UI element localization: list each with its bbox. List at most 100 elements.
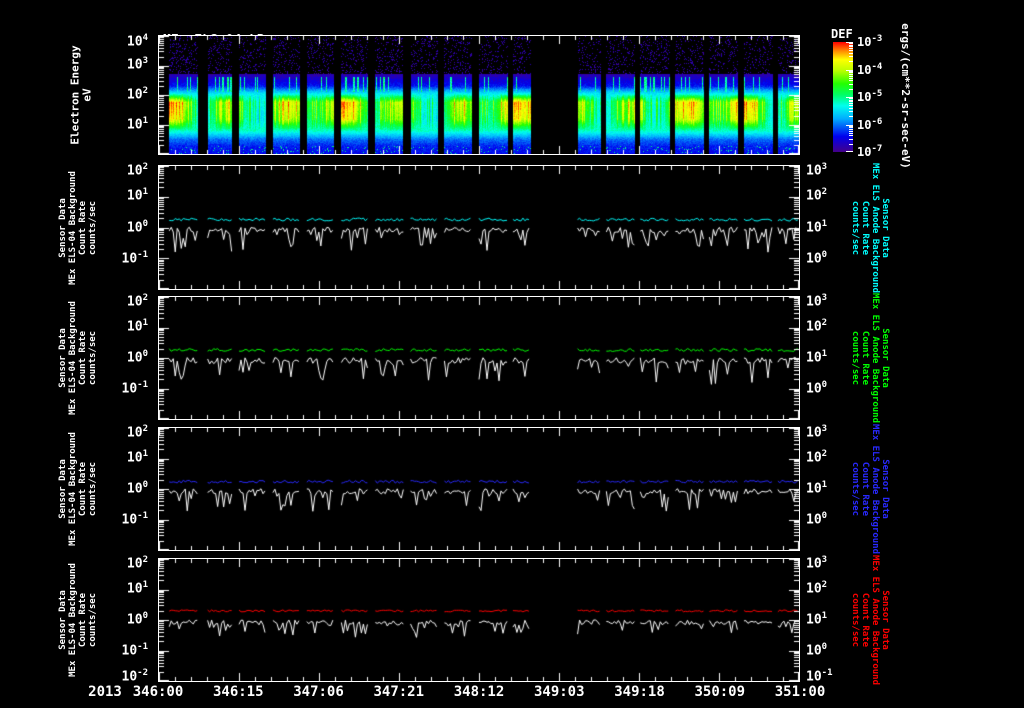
colorbar-minor-tick (849, 107, 853, 109)
line-panel-canvas-1 (159, 166, 799, 289)
spectrogram-panel (158, 35, 800, 155)
line-panel-left-tick-label: 100 (126, 611, 148, 628)
x-axis-tick-label: 346:15 (212, 684, 264, 700)
colorbar-minor-tick (849, 75, 853, 77)
line-panel-right-tick-label: 100 (806, 249, 828, 267)
colorbar-minor-tick (849, 130, 853, 132)
line-panel-right-tick-label: 100 (806, 642, 828, 659)
colorbar-minor-tick (849, 128, 853, 130)
line-panel-right-tick-label: 102 (806, 187, 828, 204)
line-panel-right-tick-label: 10-1 (806, 668, 833, 685)
line-panel-right-label-text: Sensor Data MEx ELS Anode Background Cou… (849, 554, 891, 686)
colorbar-minor-tick (849, 46, 853, 48)
colorbar (833, 42, 853, 152)
colorbar-minor-tick (849, 116, 853, 118)
line-panel-right-label-text: Sensor Data MEx ELS Anode Background Cou… (849, 162, 891, 293)
line-panel-right-tick-label: 103 (806, 555, 828, 572)
line-panel-left-tick-label: 10-1 (121, 511, 149, 528)
line-panel-right-label-text: Sensor Data MEx ELS Anode Background Cou… (849, 423, 891, 555)
line-panel-left-label-text: Sensor Data MEx ELS-04 Background Count … (57, 301, 99, 415)
line-panel-left-tick-label: 101 (126, 580, 148, 597)
line-panel-left-tick-label: 102 (126, 555, 148, 572)
colorbar-major-tick (846, 42, 853, 43)
line-panel-right-label-text: Sensor Data MEx ELS Anode Background Cou… (849, 292, 891, 424)
line-panel-canvas-2 (159, 297, 799, 419)
x-axis-tick-label: 347:21 (373, 684, 425, 700)
colorbar-major-tick (846, 124, 853, 126)
colorbar-tick-label: 10-6 (857, 116, 883, 132)
colorbar-minor-tick (849, 127, 853, 129)
colorbar-tick-label: 10-4 (857, 61, 883, 77)
line-panel-left-tick-label: 100 (126, 349, 148, 366)
line-panel-left-tick-label: 102 (126, 424, 148, 441)
colorbar-minor-tick (849, 138, 853, 140)
colorbar-title: DEF (831, 27, 853, 41)
colorbar-minor-tick (849, 50, 853, 52)
line-panel-left-tick-label: 101 (126, 449, 148, 466)
line-panel-right-tick-label: 100 (806, 511, 828, 528)
x-axis-tick-label: 349:03 (533, 684, 585, 700)
colorbar-minor-tick (849, 56, 853, 58)
colorbar-minor-tick (849, 52, 853, 54)
line-panel-right-tick-label: 103 (806, 424, 828, 441)
line-panel-left-tick-label: 101 (126, 318, 148, 335)
line-panel-right-tick-label: 103 (806, 162, 828, 179)
colorbar-tick-label: 10-7 (857, 144, 883, 160)
colorbar-minor-tick (849, 98, 853, 100)
line-panel-right-tick-label: 102 (806, 449, 828, 466)
colorbar-minor-tick (849, 99, 853, 101)
colorbar-minor-tick (849, 103, 853, 105)
colorbar-minor-tick (849, 48, 853, 50)
line-panel-left-label-text: Sensor Data MEx ELS-04 Background Count … (57, 170, 99, 285)
line-panel-right-tick-label: 100 (806, 380, 828, 397)
line-panel-right-tick-label: 101 (806, 218, 828, 235)
colorbar-minor-tick (849, 88, 853, 90)
colorbar-minor-tick (849, 105, 853, 107)
spectrogram-y-tick-label: 103 (126, 56, 148, 73)
colorbar-minor-tick (849, 132, 853, 134)
x-axis-tick-label: 348:12 (453, 684, 505, 700)
line-panel-canvas-3 (159, 428, 799, 550)
spectrogram-y-tick-label: 101 (126, 116, 148, 133)
line-panel-3 (158, 427, 800, 551)
line-panel-right-tick-label: 101 (806, 480, 828, 497)
line-panel-left-tick-label: 100 (126, 218, 148, 235)
line-panel-left-tick-label: 100 (126, 480, 148, 497)
line-panel-2 (158, 296, 800, 420)
x-axis-tick-label: 347:06 (293, 684, 344, 700)
colorbar-minor-tick (849, 72, 853, 74)
line-panel-left-tick-label: 102 (126, 293, 148, 310)
colorbar-minor-tick (849, 143, 853, 145)
line-panel-left-tick-label: 10-1 (121, 249, 149, 267)
colorbar-major-tick (846, 97, 853, 98)
spectrogram-canvas (159, 36, 799, 154)
line-panel-left-tick-label: 10-1 (121, 380, 149, 397)
line-panel-left-tick-label: 101 (126, 187, 148, 204)
colorbar-tick-label: 10-3 (857, 34, 883, 50)
line-panel-canvas-4 (159, 559, 799, 681)
colorbar-minor-tick (849, 111, 853, 113)
line-panel-left-label-text: Sensor Data MEx ELS-04 Background Count … (57, 432, 99, 546)
line-panel-right-tick-label: 101 (806, 611, 828, 628)
x-axis-tick-label: 351:00 (774, 684, 826, 700)
line-panel-right-tick-label: 102 (806, 580, 828, 597)
colorbar-minor-tick (849, 125, 853, 127)
colorbar-minor-tick (849, 70, 853, 72)
line-panel-right-tick-label: 103 (806, 293, 828, 310)
colorbar-minor-tick (849, 73, 853, 75)
line-panel-left-tick-label: 10-1 (121, 642, 149, 659)
colorbar-minor-tick (849, 43, 853, 45)
colorbar-minor-tick (849, 83, 853, 85)
x-axis-tick-label: 349:18 (614, 684, 665, 700)
line-panel-right-tick-label: 102 (806, 318, 828, 335)
line-panel-left-label-text: Sensor Data MEx ELS-04 Background Count … (57, 563, 99, 677)
colorbar-minor-tick (849, 77, 853, 79)
x-axis-tick-label: 350:09 (694, 684, 746, 700)
line-panel-left-tick-label: 102 (126, 162, 148, 179)
colorbar-minor-tick (849, 101, 853, 103)
line-panel-left-tick-label: 10-2 (121, 668, 149, 685)
colorbar-minor-tick (849, 80, 853, 82)
x-axis-tick-label: 346:00 (132, 684, 184, 700)
line-panel-4 (158, 558, 800, 682)
